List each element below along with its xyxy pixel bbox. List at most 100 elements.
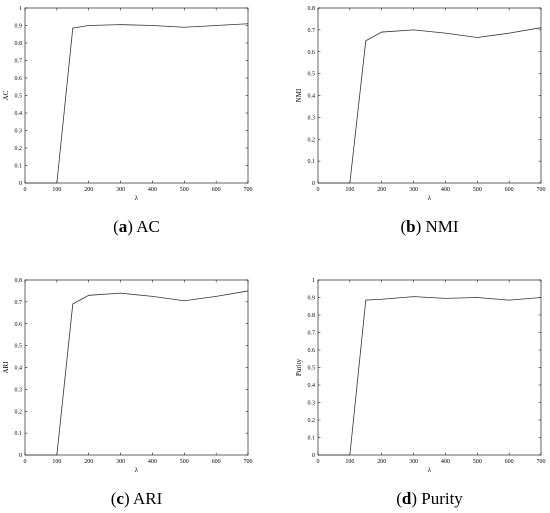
y-tick-label: 0.6: [15, 76, 23, 82]
data-point: [349, 454, 351, 456]
y-tick-label: 0.3: [308, 401, 316, 407]
y-tick-label: 0.5: [308, 72, 316, 78]
x-tick-label: 100: [345, 459, 354, 465]
x-tick-label: 700: [244, 459, 253, 465]
data-point: [247, 290, 249, 292]
x-tick-label: 700: [537, 459, 546, 465]
series-line: [318, 27, 542, 184]
y-tick-label: 0.4: [308, 94, 316, 100]
series-line: [25, 290, 249, 456]
data-point: [56, 182, 58, 184]
y-tick-label: 0.5: [308, 366, 316, 372]
x-tick-label: 300: [116, 459, 125, 465]
y-tick-label: 0: [19, 181, 22, 187]
y-tick-label: 0.2: [15, 409, 23, 415]
data-point: [413, 29, 414, 31]
x-tick-label: 0: [317, 187, 320, 193]
y-tick-label: 0.2: [15, 146, 23, 152]
plot-frame: [24, 279, 249, 456]
x-tick-label: 600: [505, 459, 514, 465]
data-point: [183, 26, 185, 28]
caption-text: ARI: [133, 489, 163, 508]
data-point: [215, 296, 217, 297]
y-tick-label: 0.5: [15, 344, 23, 350]
panel-caption: (c) ARI: [111, 489, 163, 508]
caption-close-paren: ): [124, 489, 133, 508]
x-tick-label: 700: [537, 187, 546, 193]
y-tick-label: 0.8: [308, 6, 316, 12]
x-tick-label: 200: [377, 459, 386, 465]
data-point: [120, 24, 121, 25]
data-point: [152, 25, 153, 26]
x-tick-label: 300: [409, 459, 418, 465]
y-tick-label: 0.4: [308, 383, 316, 389]
x-axis-label: λ: [428, 466, 432, 474]
y-tick-label: 0.5: [15, 94, 23, 100]
y-axis-label: AC: [2, 90, 10, 100]
data-point: [381, 298, 383, 300]
x-tick-label: 600: [212, 187, 221, 193]
y-tick-label: 1: [312, 278, 315, 284]
chart-panel-d: 0 100 200 300 400 500 600 700 0 0.1 0.2 0.3 0.4 0.5 0.…: [295, 278, 546, 508]
plot-frame: [24, 7, 249, 184]
x-tick-label: 400: [441, 459, 450, 465]
data-point: [508, 32, 510, 34]
y-tick-label: 0.1: [15, 164, 23, 170]
x-tick-label: 500: [180, 459, 189, 465]
data-point: [215, 25, 217, 26]
y-tick-label: 0: [19, 453, 22, 459]
data-point: [24, 454, 26, 456]
panel-caption: (a) AC: [113, 217, 160, 236]
y-tick-label: 0.1: [15, 431, 23, 437]
y-tick-label: 0.2: [308, 418, 316, 424]
y-tick-label: 0.7: [308, 331, 316, 337]
chart-panel-b: 0 100 200 300 400 500 600 700 0 0.1 0.2 0.3 0.4 0.5 0.…: [295, 6, 546, 236]
caption-text: NMI: [426, 217, 459, 236]
caption-open-paren: (: [111, 489, 117, 508]
chart-panel-a: 0 100 200 300 400 500 600 700 0 0.1 0.2 0.3 0.4 0.5 0.…: [2, 6, 253, 236]
data-point: [152, 296, 153, 297]
plot-frame: [317, 7, 542, 184]
x-tick-label: 600: [505, 187, 514, 193]
caption-open-paren: (: [113, 217, 119, 236]
x-tick-label: 300: [409, 187, 418, 193]
caption-letter: c: [116, 489, 124, 508]
y-tick-label: 0.6: [308, 348, 316, 354]
data-point: [508, 299, 510, 301]
series-line: [25, 23, 249, 184]
x-tick-label: 100: [345, 187, 354, 193]
x-tick-label: 200: [377, 187, 386, 193]
data-point: [317, 182, 319, 184]
y-tick-label: 0.4: [15, 111, 23, 117]
caption-text: AC: [136, 217, 160, 236]
x-tick-label: 100: [52, 187, 61, 193]
data-point: [72, 303, 74, 305]
y-tick-label: 0.1: [308, 159, 316, 165]
x-axis-label: λ: [428, 194, 432, 202]
data-point: [476, 297, 478, 298]
x-tick-label: 200: [84, 459, 93, 465]
data-point: [88, 25, 90, 26]
y-tick-label: 0.8: [15, 278, 23, 284]
panel-caption: (b) NMI: [400, 217, 458, 236]
caption-close-paren: ): [416, 217, 426, 236]
chart-panel-c: 0 100 200 300 400 500 600 700 0 0.1 0.2 0.3 0.4 0.5 0.…: [2, 278, 253, 508]
data-point: [72, 27, 74, 29]
y-tick-label: 0.6: [15, 322, 23, 328]
data-point: [365, 40, 367, 42]
y-tick-label: 0.8: [308, 313, 316, 319]
y-tick-label: 0.7: [15, 300, 23, 306]
data-point: [365, 299, 367, 301]
x-tick-label: 400: [441, 187, 450, 193]
y-tick-label: 0.7: [308, 28, 316, 34]
data-point: [445, 298, 446, 299]
panel-caption: (d) Purity: [396, 489, 463, 508]
caption-letter: a: [119, 217, 128, 236]
x-tick-label: 300: [116, 187, 125, 193]
y-tick-label: 0.3: [15, 387, 23, 393]
y-tick-label: 0.9: [308, 296, 316, 302]
data-point: [247, 23, 249, 25]
y-tick-label: 0.9: [15, 24, 23, 30]
data-point: [381, 31, 383, 33]
y-axis-label: Purity: [295, 358, 303, 376]
